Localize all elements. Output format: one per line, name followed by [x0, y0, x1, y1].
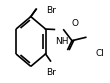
Text: Br: Br: [46, 68, 56, 77]
Text: Cl: Cl: [96, 49, 104, 58]
Text: Br: Br: [46, 6, 56, 15]
Text: NH: NH: [55, 37, 69, 46]
Text: O: O: [72, 19, 79, 28]
